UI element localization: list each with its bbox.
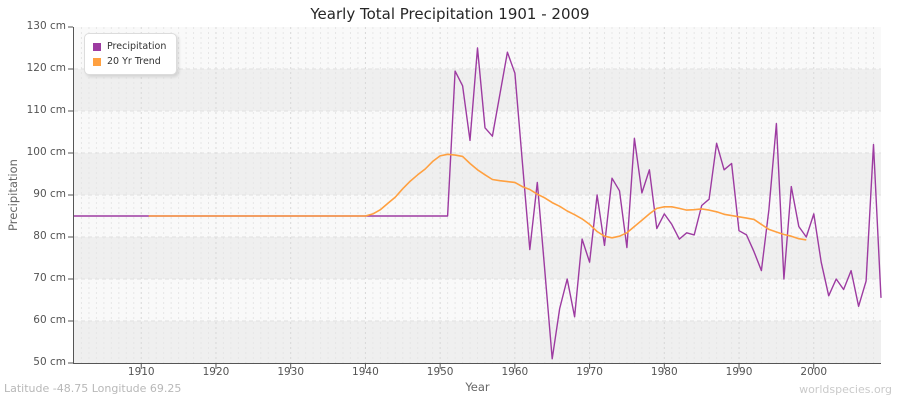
y-tick-label: 130 cm (26, 20, 66, 32)
x-tick-label: 1910 (127, 366, 155, 378)
x-tick-label: 1970 (576, 366, 603, 378)
legend-label-precipitation: Precipitation (107, 41, 167, 52)
x-tick-label: 1990 (725, 366, 753, 378)
y-tick-label: 100 cm (26, 146, 66, 158)
y-tick-label: 70 cm (33, 272, 66, 284)
legend-item-trend: 20 Yr Trend (93, 54, 166, 69)
x-axis-label: Year (465, 380, 490, 394)
y-tick-label: 50 cm (33, 356, 66, 368)
x-tick-label: 2000 (800, 366, 828, 378)
x-tick-label: 1940 (352, 366, 379, 378)
trend-line (148, 153, 807, 241)
y-tick-label: 90 cm (33, 188, 66, 200)
chart-title: Yearly Total Precipitation 1901 - 2009 (310, 5, 590, 23)
x-tick-label: 1980 (650, 366, 678, 378)
precipitation-swatch-icon (93, 42, 101, 51)
x-tick-label: 1920 (202, 366, 230, 378)
plot-band (74, 69, 881, 111)
y-tick-label: 60 cm (33, 314, 66, 326)
x-tick-label: 1950 (426, 366, 454, 378)
x-tick-label: 1960 (501, 366, 529, 378)
trend-swatch-icon (93, 57, 101, 66)
x-tick-label: 1930 (277, 366, 305, 378)
watermark: worldspecies.org (799, 383, 892, 396)
legend-item-precipitation: Precipitation (93, 39, 166, 54)
y-tick-label: 120 cm (26, 62, 66, 74)
coordinates-caption: Latitude -48.75 Longitude 69.25 (4, 382, 182, 395)
legend: Precipitation 20 Yr Trend (84, 33, 178, 75)
legend-label-trend: 20 Yr Trend (107, 56, 161, 67)
y-tick-label: 110 cm (26, 104, 66, 116)
y-tick-label: 80 cm (33, 230, 66, 242)
